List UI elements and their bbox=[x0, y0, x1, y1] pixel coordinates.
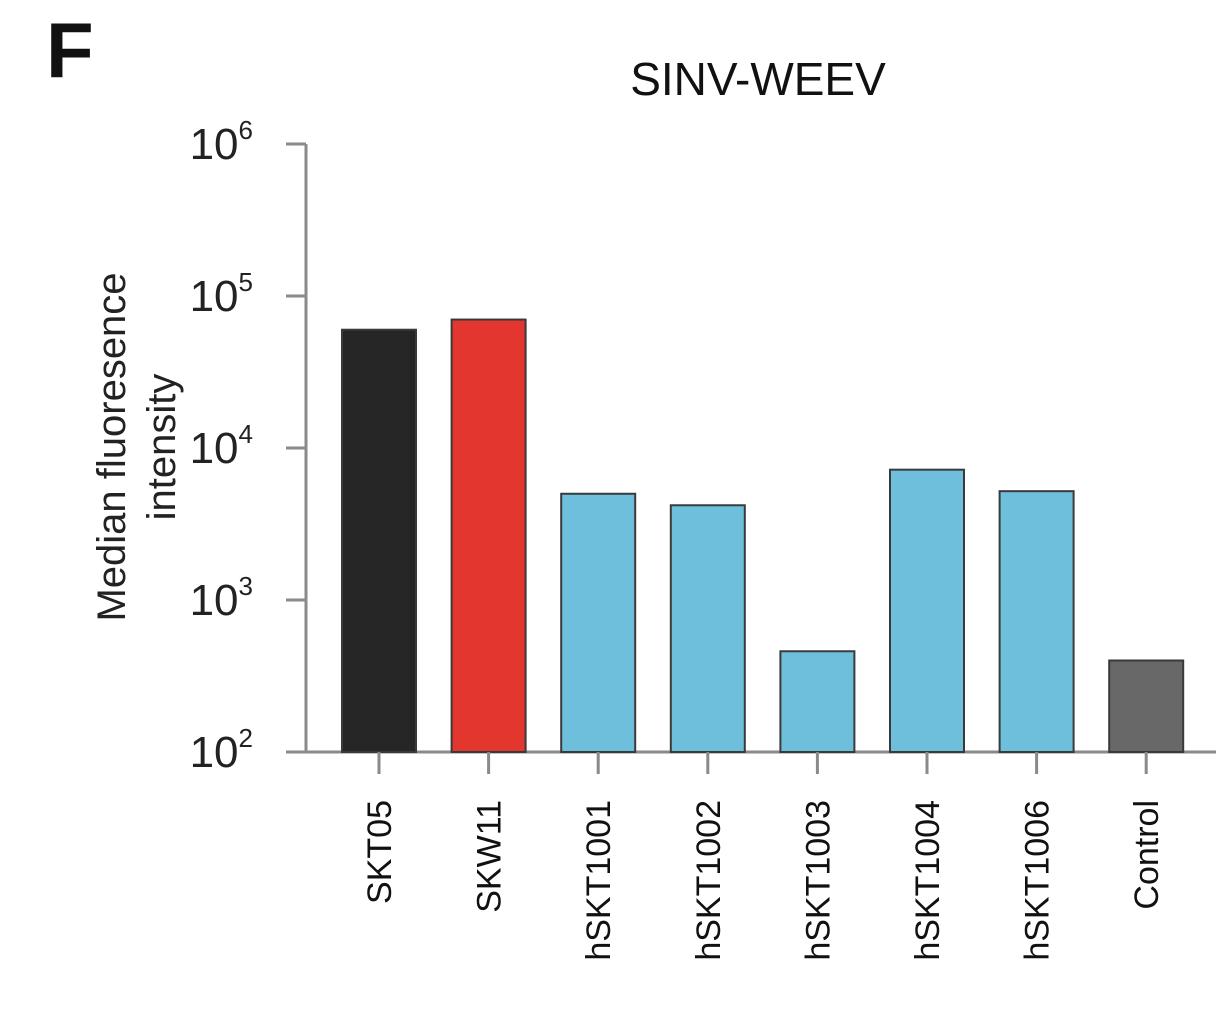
x-tick-label: Control bbox=[1128, 800, 1166, 910]
chart-title: SINV-WEEV bbox=[630, 53, 886, 105]
x-tick-label: hSKT1001 bbox=[580, 800, 618, 961]
x-tick-label: SKW11 bbox=[471, 800, 509, 913]
bar-hskt1002 bbox=[669, 504, 746, 753]
x-ticks: SKT05 SKW11 hSKT1001 hSKT1002 hSKT1003 hSKT10… bbox=[361, 752, 1166, 961]
x-tick-label: hSKT1003 bbox=[799, 800, 837, 961]
x-tick-label: hSKT1006 bbox=[1019, 800, 1057, 961]
y-tick-label: 104 bbox=[190, 419, 253, 473]
y-axis-label-line-2: intensity bbox=[140, 374, 184, 521]
bar-hskt1004 bbox=[889, 468, 965, 753]
bar-control bbox=[1108, 659, 1185, 753]
y-tick-label: 103 bbox=[190, 571, 253, 625]
y-tick-label: 105 bbox=[190, 267, 253, 321]
y-tick-label: 106 bbox=[190, 115, 253, 169]
y-tick-label: 102 bbox=[190, 723, 253, 777]
panel-letter: F bbox=[46, 6, 94, 94]
bar-hskt1006 bbox=[998, 490, 1075, 753]
bar-hskt1001 bbox=[560, 492, 637, 753]
bar-hskt1003 bbox=[779, 650, 856, 753]
x-tick-label: SKT05 bbox=[361, 800, 399, 904]
y-ticks: 102 103 104 105 106 bbox=[190, 115, 306, 777]
x-tick-label: hSKT1002 bbox=[690, 800, 728, 961]
bar-skw11 bbox=[450, 318, 527, 753]
bar-skt05 bbox=[341, 328, 417, 753]
x-tick-label: hSKT1004 bbox=[909, 800, 947, 961]
bars bbox=[341, 318, 1185, 753]
y-axis-label-line-1: Median fluoresence bbox=[90, 272, 134, 621]
y-axis-label: Median fluoresence intensity bbox=[90, 272, 184, 621]
